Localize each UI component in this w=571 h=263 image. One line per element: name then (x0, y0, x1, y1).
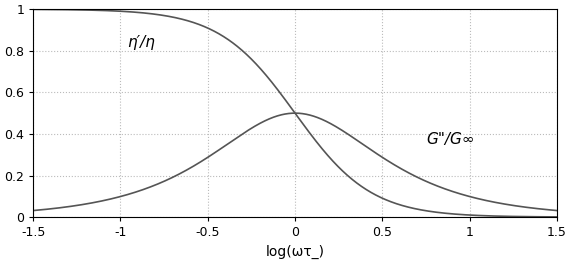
Text: η′/η: η′/η (127, 35, 155, 50)
X-axis label: log(ωτ_): log(ωτ_) (266, 245, 324, 259)
Text: G"/G∞: G"/G∞ (426, 132, 475, 147)
